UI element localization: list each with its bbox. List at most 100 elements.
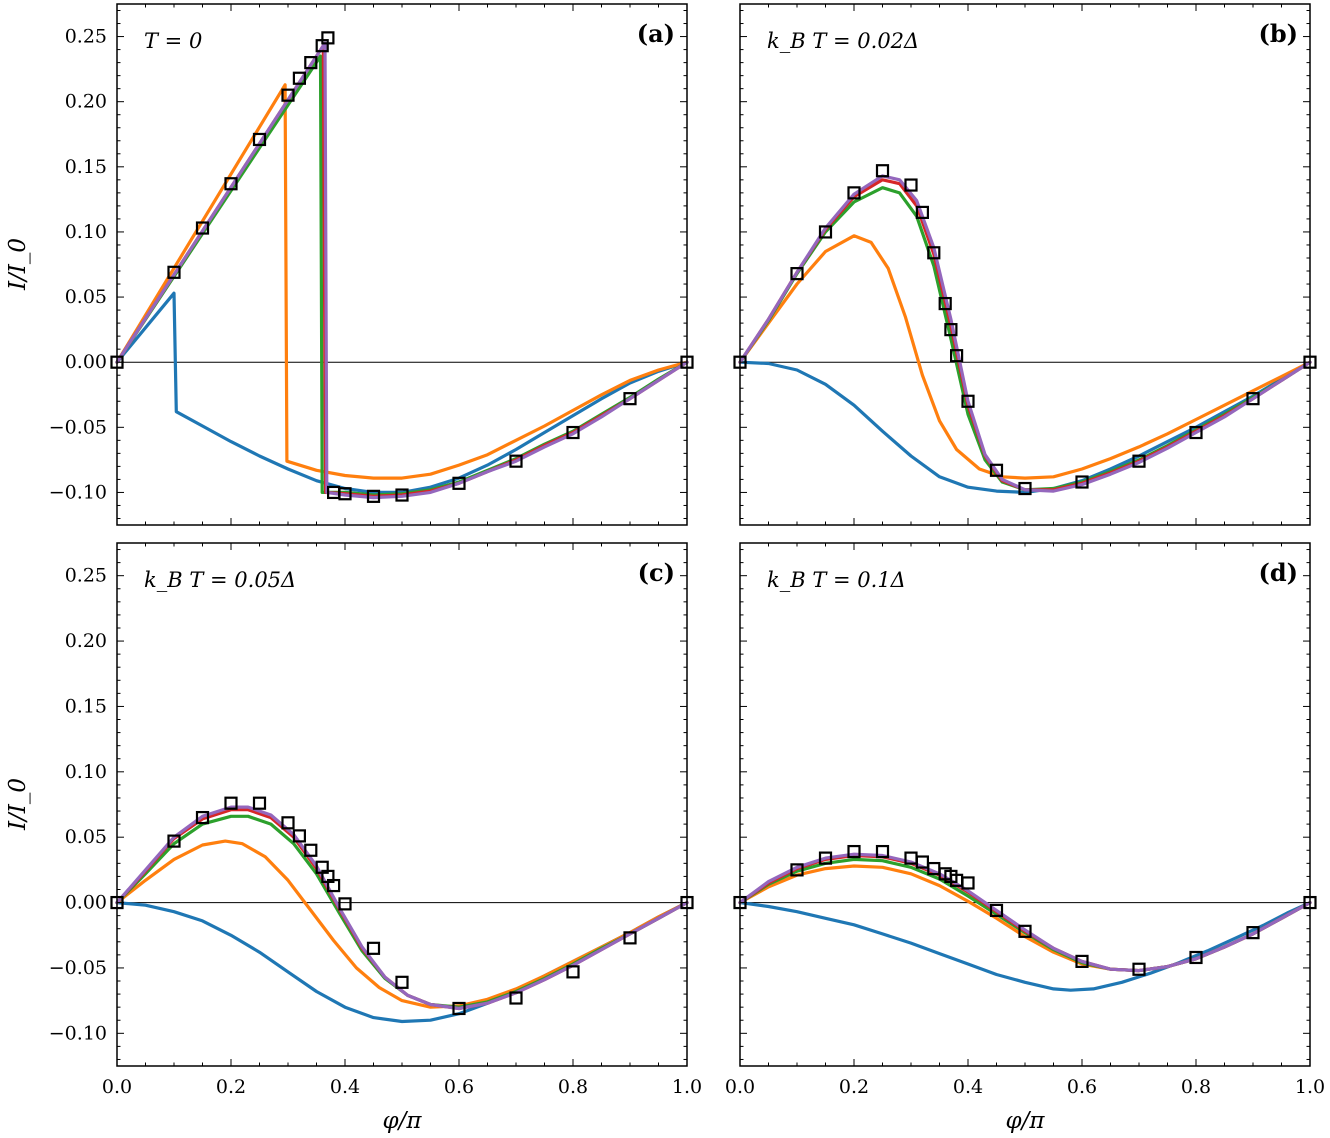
series-line-blue: [738, 901, 1312, 992]
x-axis-title: φ/π: [1006, 1108, 1046, 1134]
data-marker: [395, 975, 409, 989]
data-marker: [566, 425, 580, 440]
data-marker: [944, 323, 958, 337]
data-marker: [915, 205, 930, 219]
data-marker: [338, 897, 352, 911]
axes-frame: [739, 3, 1311, 526]
data-marker: [847, 844, 861, 859]
series-line-red: [115, 808, 689, 1011]
panel-annotation: k_B T = 0.1Δ: [767, 568, 906, 592]
data-marker: [1132, 454, 1146, 468]
x-tick-label: 0.4: [953, 1076, 983, 1098]
series-line-blue: [738, 360, 1312, 494]
data-marker: [252, 132, 267, 147]
data-marker: [167, 834, 181, 848]
data-marker: [847, 186, 861, 200]
data-marker: [1018, 481, 1032, 496]
data-marker: [224, 796, 238, 810]
y-tick-label: 0.00: [65, 351, 107, 373]
data-marker: [366, 941, 381, 955]
data-marker: [281, 816, 295, 830]
x-tick-label: 0.0: [725, 1076, 755, 1098]
x-tick-label: 0.8: [1181, 1076, 1211, 1098]
x-tick-label: 0.6: [444, 1076, 474, 1098]
y-tick-label: 0.05: [65, 826, 107, 848]
panel-label: (c): [638, 558, 675, 587]
data-marker: [961, 394, 975, 408]
y-tick-label: 0.05: [65, 286, 107, 308]
data-marker: [904, 178, 918, 192]
data-marker: [1075, 475, 1089, 489]
axes-frame: [739, 542, 1311, 1067]
data-marker: [875, 844, 890, 859]
panel-label: (d): [1259, 558, 1299, 587]
data-marker: [252, 796, 267, 810]
series-line-red: [115, 44, 689, 498]
x-tick-label: 0.2: [216, 1076, 246, 1098]
series-line-green: [738, 857, 1312, 973]
data-marker: [304, 843, 318, 857]
x-axis-title: φ/π: [383, 1108, 423, 1134]
panel-annotation: k_B T = 0.02Δ: [767, 29, 919, 53]
data-marker: [566, 965, 580, 979]
data-marker: [395, 488, 409, 502]
series-line-orange: [115, 83, 689, 480]
series-line-blue: [115, 901, 689, 1024]
series-line-orange: [115, 839, 689, 1009]
data-marker: [1018, 924, 1032, 938]
panel-label: (b): [1259, 19, 1299, 48]
data-marker: [790, 267, 804, 281]
y-tick-label: 0.15: [65, 695, 107, 717]
series-line-purple: [115, 805, 689, 1011]
data-marker: [195, 810, 210, 825]
data-marker: [292, 829, 306, 843]
data-marker: [304, 56, 318, 70]
data-marker: [509, 454, 523, 468]
data-marker: [989, 463, 1004, 477]
panel-b: (b) k_B T = 0.02Δ: [733, 3, 1317, 526]
data-marker: [292, 71, 306, 85]
data-marker: [1132, 962, 1146, 976]
data-marker: [452, 1001, 466, 1016]
data-marker: [989, 903, 1004, 918]
panel-annotation: T = 0: [144, 29, 202, 53]
y-tick-label: 0.20: [65, 630, 107, 652]
x-tick-label: 1.0: [672, 1076, 702, 1098]
data-marker: [281, 88, 295, 102]
panel-c: 0.25 0.20 0.15 0.10 0.05 0.00 −0.05 −0.10 0.0 0.2…: [5, 542, 702, 1134]
panel-d: 0.0 0.2 0.4 0.6 0.8 1.0 φ/π (d) k_B T = 0.1Δ: [725, 542, 1325, 1134]
y-axis-title: I/I_0: [5, 778, 31, 831]
series-line-red: [738, 853, 1312, 973]
data-marker: [366, 489, 381, 503]
data-marker: [961, 876, 975, 890]
series-line-purple: [738, 174, 1312, 493]
data-marker: [327, 878, 341, 893]
y-tick-label: 0.10: [65, 761, 107, 783]
x-tick-label: 1.0: [1295, 1076, 1325, 1098]
data-marker: [224, 177, 238, 191]
series-line-green: [738, 186, 1312, 492]
y-tick-label: 0.00: [65, 892, 107, 914]
data-marker: [1189, 950, 1203, 965]
data-marker: [623, 931, 637, 945]
data-marker: [195, 221, 210, 235]
x-tick-label: 0.2: [839, 1076, 869, 1098]
data-marker: [1189, 425, 1203, 440]
axes-frame: [116, 3, 688, 526]
series-line-orange: [738, 234, 1312, 480]
data-marker: [875, 164, 890, 178]
data-marker: [818, 851, 833, 865]
panel-a: 0.25 0.20 0.15 0.10 0.05 0.00 −0.05 −0.10 I/I_0 (…: [5, 3, 694, 526]
data-marker: [1246, 392, 1260, 406]
x-tick-label: 0.0: [102, 1076, 132, 1098]
data-marker: [818, 225, 833, 239]
data-marker: [790, 863, 804, 877]
panel-annotation: k_B T = 0.05Δ: [144, 568, 296, 592]
data-marker: [938, 296, 952, 311]
y-tick-label: −0.05: [49, 416, 107, 438]
data-marker: [949, 349, 964, 363]
panel-label: (a): [637, 19, 675, 48]
y-tick-label: 0.25: [65, 565, 107, 587]
x-tick-label: 0.6: [1067, 1076, 1097, 1098]
